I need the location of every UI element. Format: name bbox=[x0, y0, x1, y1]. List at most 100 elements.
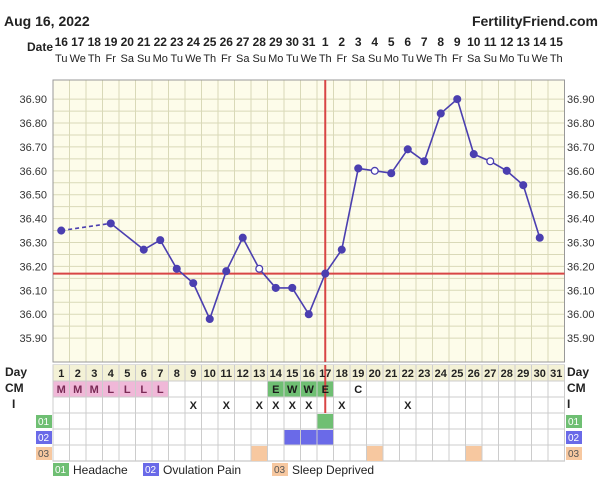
series-segment bbox=[340, 168, 360, 250]
y-tick-label-right: 35.90 bbox=[567, 333, 595, 345]
weekday-label: Tu bbox=[517, 53, 529, 65]
day-number: 13 bbox=[253, 368, 265, 380]
day-number: 18 bbox=[336, 368, 348, 380]
data-point bbox=[304, 310, 313, 319]
cm-code: M bbox=[73, 384, 82, 396]
data-point bbox=[106, 219, 115, 228]
cm-cell-fill bbox=[135, 381, 152, 397]
date-label: 2 bbox=[338, 35, 345, 49]
day-number: 6 bbox=[141, 368, 147, 380]
weekday-label: Su bbox=[484, 53, 497, 65]
day-number: 26 bbox=[468, 368, 480, 380]
data-point bbox=[271, 283, 280, 292]
legend-label: Sleep Deprived bbox=[292, 463, 374, 477]
series-segment bbox=[225, 237, 244, 272]
cm-cell-fill bbox=[300, 381, 317, 397]
date-label: 9 bbox=[454, 35, 461, 49]
series-segment bbox=[324, 249, 343, 275]
legend: 01 Headache 02 Ovulation Pain 03 Sleep Depriv… bbox=[53, 463, 374, 477]
y-axis-labels-left: 36.90 36.80 36.70 36.60 36.50 36.40 36.30 36.20… bbox=[19, 94, 47, 345]
date-label: 11 bbox=[484, 35, 497, 49]
data-point bbox=[354, 164, 363, 173]
weekday-label: Fr bbox=[106, 53, 117, 65]
weekday-label: We bbox=[185, 53, 201, 65]
day-number: 31 bbox=[550, 368, 562, 380]
svg-text:02: 02 bbox=[38, 433, 50, 444]
day-number: 27 bbox=[484, 368, 496, 380]
date-label: 14 bbox=[533, 35, 547, 49]
temperature-series bbox=[57, 95, 544, 324]
y-tick-label: 36.30 bbox=[19, 238, 47, 250]
legend-swatch bbox=[53, 463, 69, 476]
intercourse-mark: X bbox=[305, 400, 313, 412]
series-segment bbox=[192, 282, 211, 320]
y-tick-label-right: 36.10 bbox=[567, 285, 595, 297]
cm-code: W bbox=[304, 384, 315, 396]
day-number: 11 bbox=[220, 368, 232, 380]
date-label: 3 bbox=[355, 35, 362, 49]
date-label: 19 bbox=[104, 35, 118, 49]
ovulation-pain-cell bbox=[300, 430, 317, 445]
date-label: 5 bbox=[388, 35, 395, 49]
legend-item: 03 Sleep Deprived bbox=[272, 463, 374, 477]
weekday-label: Th bbox=[550, 53, 563, 65]
cm-code: M bbox=[57, 384, 66, 396]
date-label: 4 bbox=[371, 35, 378, 49]
data-point bbox=[403, 145, 412, 154]
series-segment bbox=[61, 222, 111, 232]
data-point bbox=[321, 269, 330, 278]
weekday-label: Mo bbox=[268, 53, 283, 65]
data-point bbox=[222, 267, 231, 276]
weekday-label: Tu bbox=[402, 53, 414, 65]
weekday-label: Fr bbox=[221, 53, 232, 65]
intercourse-mark: X bbox=[190, 400, 198, 412]
cm-code: E bbox=[272, 384, 279, 396]
y-tick-label-right: 36.00 bbox=[567, 309, 595, 321]
data-point bbox=[189, 279, 198, 288]
weekday-label: We bbox=[416, 53, 432, 65]
weekday-label: Sa bbox=[236, 53, 250, 65]
data-point bbox=[420, 157, 429, 166]
date-label: 10 bbox=[467, 35, 481, 49]
series-segment bbox=[159, 239, 178, 270]
cm-code: M bbox=[90, 384, 99, 396]
day-number: 8 bbox=[174, 368, 180, 380]
intercourse-mark: X bbox=[289, 400, 297, 412]
weekday-label: We bbox=[70, 53, 86, 65]
day-number: 24 bbox=[435, 368, 448, 380]
legend-code: 01 bbox=[55, 465, 67, 476]
date-label: 21 bbox=[137, 35, 151, 49]
weekday-label: Sa bbox=[352, 53, 366, 65]
plot-background bbox=[53, 80, 565, 362]
weekday-label: We bbox=[532, 53, 548, 65]
legend-label: Ovulation Pain bbox=[163, 463, 241, 477]
weekday-label: Mo bbox=[384, 53, 399, 65]
cm-cell-fill bbox=[102, 381, 119, 397]
date-label: 31 bbox=[302, 35, 316, 49]
legend-item: 01 Headache bbox=[53, 463, 128, 477]
day-number: 1 bbox=[58, 368, 64, 380]
y-tick-label: 36.80 bbox=[19, 118, 47, 130]
weekday-label: Su bbox=[368, 53, 381, 65]
date-label: 26 bbox=[220, 35, 234, 49]
day-number: 12 bbox=[237, 368, 249, 380]
date-label: 16 bbox=[55, 35, 69, 49]
y-tick-label: 36.50 bbox=[19, 190, 47, 202]
data-point bbox=[288, 283, 297, 292]
sleep-deprived-cell bbox=[251, 446, 268, 461]
cm-row-label: CM bbox=[5, 381, 24, 395]
series-segment bbox=[291, 287, 310, 315]
y-tick-label: 36.90 bbox=[19, 94, 47, 106]
y-tick-label: 36.40 bbox=[19, 214, 47, 226]
day-number: 17 bbox=[319, 368, 331, 380]
weekday-label: Tu bbox=[171, 53, 183, 65]
day-number: 30 bbox=[534, 368, 546, 380]
cm-cell-fill bbox=[284, 381, 301, 397]
day-number: 25 bbox=[451, 368, 463, 380]
weekday-label: Tu bbox=[286, 53, 298, 65]
data-point bbox=[453, 95, 462, 104]
day-row-label: Day bbox=[5, 365, 27, 379]
i-row-label-right: I bbox=[567, 397, 570, 411]
weekday-label: Su bbox=[137, 53, 150, 65]
